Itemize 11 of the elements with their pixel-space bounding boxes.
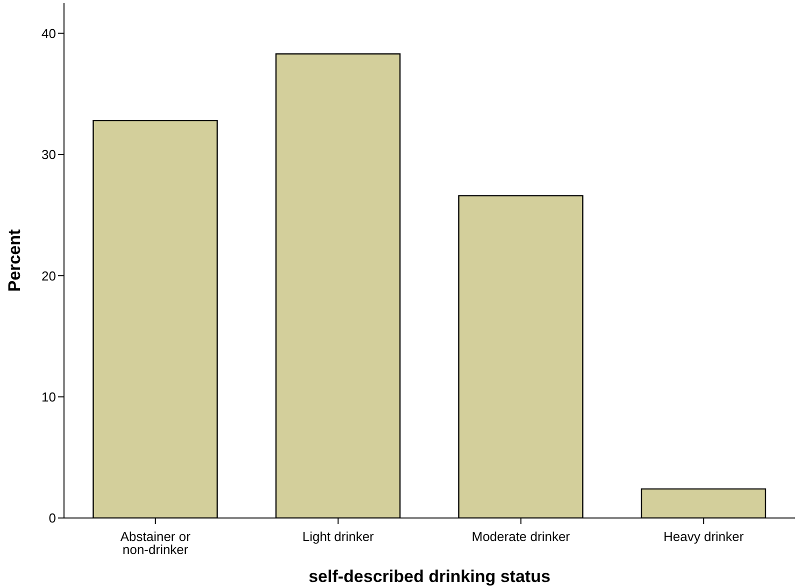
y-axis-title: Percent [5, 228, 24, 292]
y-tick-label: 40 [42, 26, 56, 41]
x-tick-label: Moderate drinker [472, 529, 571, 544]
x-tick-label: Heavy drinker [664, 529, 744, 544]
x-axis-title: self-described drinking status [308, 567, 550, 586]
y-tick-label: 30 [42, 147, 56, 162]
y-tick-label: 10 [42, 389, 56, 404]
x-tick-label: Light drinker [302, 529, 375, 544]
x-tick-label: Abstainer or non-drinker [120, 529, 192, 558]
y-tick-label: 20 [42, 268, 56, 284]
y-tick-label: 0 [48, 510, 56, 526]
